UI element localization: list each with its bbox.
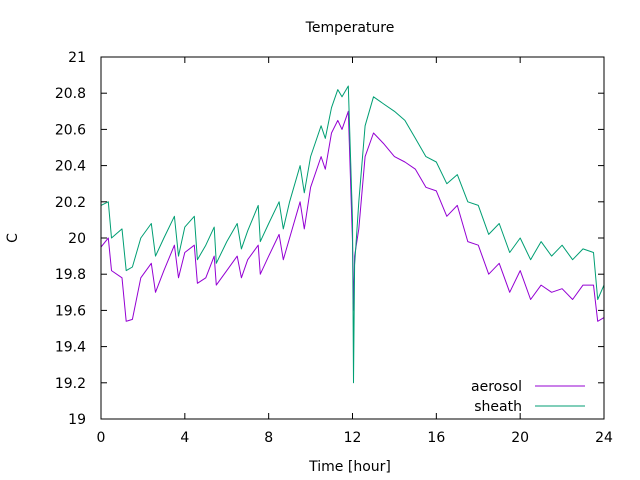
x-tick-label: 12 xyxy=(344,430,362,446)
series-lines xyxy=(100,85,605,384)
y-axis-label: C xyxy=(5,233,21,243)
y-tick-label: 19.6 xyxy=(55,303,86,319)
legend-label-aerosol: aerosol xyxy=(471,379,522,395)
y-tick-label: 19 xyxy=(68,412,86,428)
plot-frame xyxy=(100,56,605,420)
y-tick-label: 21 xyxy=(68,50,86,66)
y-tick-label: 20.6 xyxy=(55,122,86,138)
legend-label-sheath: sheath xyxy=(474,399,522,415)
x-axis-label: Time [hour] xyxy=(308,459,391,475)
x-tick-label: 0 xyxy=(97,430,106,446)
y-tick-label: 19.2 xyxy=(55,376,86,392)
x-tick-label: 8 xyxy=(264,430,273,446)
y-tick-label: 19.8 xyxy=(55,267,86,283)
x-tick-label: 4 xyxy=(180,430,189,446)
series-line-aerosol xyxy=(100,110,605,322)
x-tick-label: 24 xyxy=(595,430,613,446)
y-tick-label: 20 xyxy=(68,231,86,247)
y-tick-label: 20.4 xyxy=(55,159,86,175)
x-tick-label: 16 xyxy=(427,430,445,446)
chart-title: Temperature xyxy=(305,20,395,36)
legend: aerosol sheath xyxy=(471,379,585,415)
x-tick-label: 20 xyxy=(511,430,529,446)
y-tick-label: 19.4 xyxy=(55,340,86,356)
series-line-sheath xyxy=(100,85,605,384)
y-tick-label: 20.8 xyxy=(55,86,86,102)
y-tick-label: 20.2 xyxy=(55,195,86,211)
